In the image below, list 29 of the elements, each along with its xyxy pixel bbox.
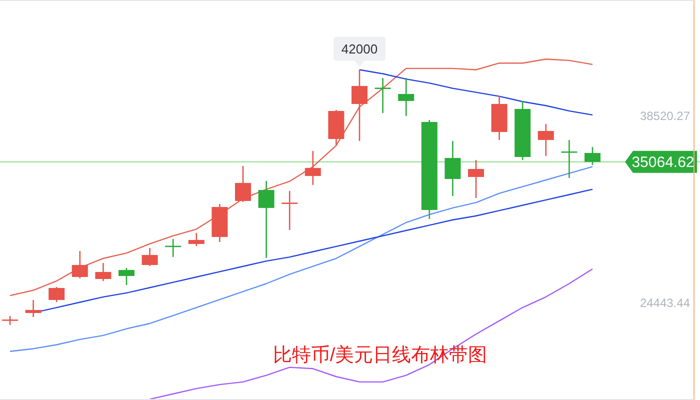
candlestick (561, 139, 578, 179)
candlestick (398, 77, 414, 117)
annotation: 42000 (334, 36, 386, 67)
candlestick (282, 190, 298, 231)
candlestick (25, 299, 42, 318)
candlestick (444, 140, 461, 197)
candlestick (95, 262, 112, 282)
y-tick-label: 24443.44 (640, 296, 690, 310)
candlestick (118, 267, 134, 286)
candlestick (538, 123, 554, 157)
line-series (149, 268, 594, 400)
candlestick (2, 315, 18, 326)
candlestick (235, 165, 251, 203)
line-series (9, 58, 594, 296)
candlestick (374, 77, 391, 114)
candlestick (352, 69, 368, 142)
line-series (358, 69, 594, 116)
candlestick (258, 180, 274, 259)
candlestick (142, 247, 158, 267)
candlestick (468, 159, 484, 199)
candlestick (48, 286, 65, 303)
candlestick (304, 150, 321, 186)
annotation: 42000 (341, 42, 378, 57)
candlestick (72, 250, 88, 279)
ref-line-label: 35064.62 (632, 154, 694, 171)
ref-label: 35064.62 (625, 150, 697, 173)
candlestick (188, 232, 204, 247)
candlestick (584, 146, 600, 166)
y-tick-label: 38520.27 (640, 108, 690, 123)
